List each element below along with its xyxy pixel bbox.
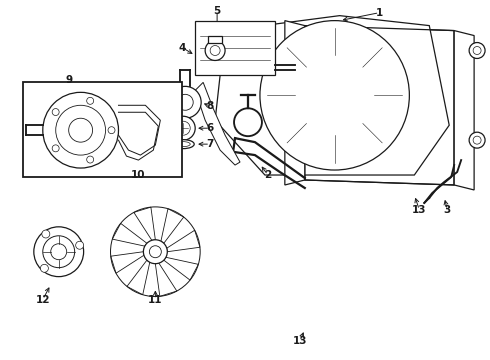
Circle shape [260,21,409,170]
Polygon shape [155,263,177,296]
Text: 5: 5 [214,6,220,15]
Circle shape [169,86,201,118]
Circle shape [210,45,220,55]
Circle shape [469,132,485,148]
FancyBboxPatch shape [23,82,182,177]
Circle shape [51,244,67,260]
Text: 8: 8 [206,101,214,111]
Text: 2: 2 [264,170,271,180]
Circle shape [56,105,105,155]
Text: 13: 13 [293,336,307,346]
Circle shape [42,230,50,238]
Circle shape [473,136,481,144]
Polygon shape [164,257,198,280]
Circle shape [473,46,481,54]
Text: 12: 12 [36,294,50,305]
Ellipse shape [176,141,190,147]
FancyBboxPatch shape [278,50,288,71]
Polygon shape [167,230,200,252]
Circle shape [87,156,94,163]
Text: 9: 9 [65,75,72,85]
Polygon shape [285,21,305,185]
Polygon shape [195,82,240,165]
Circle shape [40,264,49,272]
Circle shape [52,109,59,116]
Polygon shape [305,26,454,185]
Circle shape [43,236,74,268]
Polygon shape [127,260,150,295]
Circle shape [43,92,119,168]
FancyBboxPatch shape [195,21,275,75]
Text: 10: 10 [131,170,146,180]
Text: 11: 11 [148,294,163,305]
Polygon shape [111,252,144,273]
Polygon shape [112,223,147,246]
Polygon shape [215,15,449,175]
Circle shape [149,246,161,258]
Text: 3: 3 [443,205,451,215]
Circle shape [34,227,84,276]
Polygon shape [161,209,184,243]
Circle shape [75,241,84,249]
Circle shape [177,94,193,110]
Circle shape [176,121,190,135]
Circle shape [69,118,93,142]
Polygon shape [454,31,474,190]
Circle shape [108,127,115,134]
Circle shape [52,145,59,152]
Circle shape [205,41,225,60]
Circle shape [234,108,262,136]
Ellipse shape [172,140,194,149]
Text: 4: 4 [178,42,186,53]
Text: 1: 1 [376,8,383,18]
Polygon shape [134,207,155,240]
Circle shape [172,116,195,140]
Text: 7: 7 [206,139,214,149]
Circle shape [469,42,485,58]
Text: 13: 13 [412,205,427,215]
Text: 6: 6 [206,123,214,133]
Circle shape [87,97,94,104]
FancyBboxPatch shape [208,36,222,42]
Circle shape [144,240,167,264]
